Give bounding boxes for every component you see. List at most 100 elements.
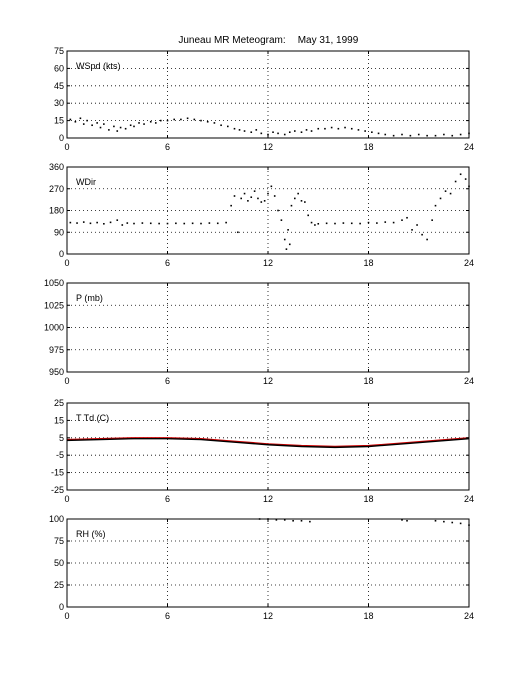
data-point: [459, 522, 462, 525]
x-tick-label: 18: [363, 494, 373, 504]
y-tick-label: 1000: [44, 323, 64, 333]
data-point: [324, 127, 326, 130]
data-point: [325, 222, 328, 225]
data-point: [426, 134, 428, 137]
data-point: [317, 222, 320, 225]
y-tick-label: 0: [59, 602, 64, 612]
data-point: [250, 131, 253, 133]
data-point: [392, 221, 395, 224]
data-point: [421, 233, 423, 236]
data-point: [260, 132, 263, 135]
x-tick-label: 24: [464, 494, 474, 504]
data-point: [283, 238, 286, 241]
data-point: [434, 519, 437, 522]
data-point: [292, 519, 294, 522]
data-point: [238, 129, 241, 131]
data-point: [434, 134, 437, 137]
y-tick-label: 90: [54, 227, 64, 237]
data-point: [82, 221, 85, 223]
data-point: [183, 222, 186, 225]
x-tick-label: 0: [64, 142, 69, 152]
data-point: [166, 222, 169, 225]
data-point: [270, 185, 273, 188]
data-point: [288, 131, 291, 133]
data-point: [230, 204, 232, 207]
data-point: [406, 519, 408, 522]
data-point: [297, 192, 299, 195]
data-point: [206, 120, 209, 123]
data-point: [285, 248, 288, 250]
data-point: [451, 521, 454, 524]
y-tick-label: 25: [54, 580, 64, 590]
data-point: [464, 178, 467, 180]
data-point: [186, 117, 189, 120]
data-point: [350, 222, 353, 225]
data-point: [273, 195, 276, 197]
data-point: [330, 126, 333, 129]
y-tick-label: 30: [54, 98, 64, 108]
x-tick-label: 6: [165, 494, 170, 504]
data-point: [124, 127, 127, 130]
data-point: [129, 124, 132, 127]
data-point: [409, 134, 412, 137]
data-point: [243, 192, 246, 195]
data-point: [126, 222, 129, 224]
data-point: [260, 201, 263, 203]
panel-label: WDir: [76, 177, 96, 187]
data-point: [91, 124, 93, 127]
data-point: [406, 216, 408, 219]
data-point: [300, 200, 303, 202]
data-point: [243, 130, 246, 132]
data-point: [401, 133, 403, 136]
y-tick-label: 15: [54, 116, 64, 126]
y-tick-label: 25: [54, 398, 64, 408]
y-tick-label: 180: [49, 206, 64, 216]
data-point: [191, 222, 194, 225]
data-point: [193, 118, 196, 121]
data-point: [275, 519, 278, 521]
data-point: [317, 127, 320, 130]
data-point: [149, 222, 152, 225]
x-tick-label: 0: [64, 494, 69, 504]
data-point: [160, 119, 162, 122]
data-point: [138, 122, 140, 124]
data-point: [113, 125, 115, 128]
data-point: [96, 122, 98, 124]
y-tick-label: 360: [49, 162, 64, 172]
data-point: [401, 219, 403, 221]
figure-date: May 31, 1999: [298, 35, 359, 46]
data-point: [449, 192, 452, 195]
data-point: [392, 134, 395, 137]
y-tick-label: 1025: [44, 300, 64, 310]
data-point: [277, 132, 279, 135]
data-point: [350, 127, 353, 130]
data-point: [233, 127, 236, 130]
panel-2: 0 6 12 18 24 0 90 180 270 360 WDir: [49, 162, 474, 268]
data-point: [439, 197, 442, 200]
data-point: [257, 197, 259, 200]
x-tick-label: 0: [64, 258, 69, 268]
data-point: [280, 219, 283, 221]
data-point: [121, 224, 124, 226]
data-point: [250, 196, 253, 199]
data-point: [459, 133, 462, 136]
y-tick-label: 1050: [44, 278, 64, 288]
data-point: [411, 229, 413, 231]
data-point: [290, 204, 293, 207]
data-point: [200, 119, 202, 122]
data-point: [444, 190, 447, 192]
figure-title: Juneau MR Meteogram:: [178, 35, 285, 46]
data-point: [426, 238, 428, 241]
data-point: [108, 129, 110, 131]
data-point: [443, 133, 445, 136]
panel-3: 0 6 12 18 24 950 975 1000 1025 1050 P (mb): [44, 278, 474, 386]
x-tick-label: 18: [363, 258, 373, 268]
data-point: [133, 222, 135, 225]
y-tick-label: 975: [49, 345, 64, 355]
data-point: [434, 204, 437, 207]
data-point: [359, 222, 361, 225]
data-point: [304, 201, 306, 203]
data-point: [300, 519, 303, 522]
y-tick-label: 0: [59, 249, 64, 259]
